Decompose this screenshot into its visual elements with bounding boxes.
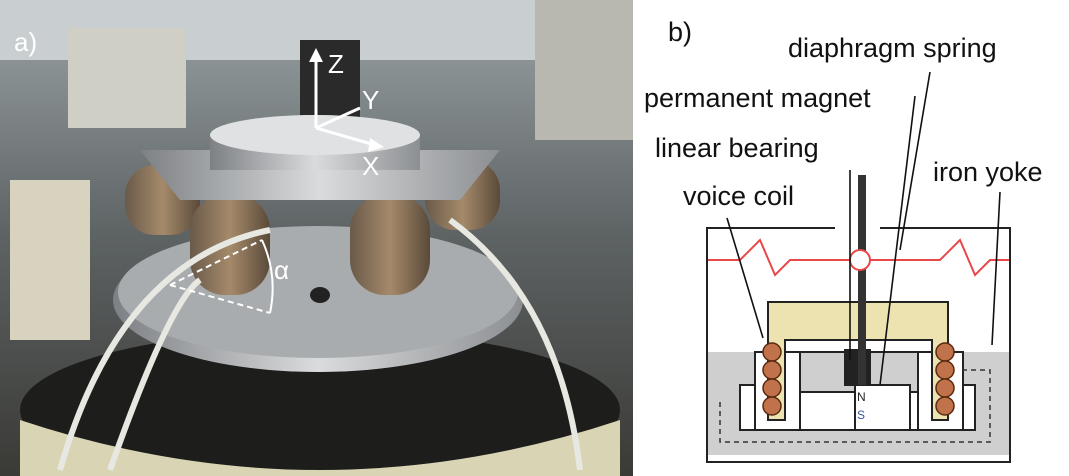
axis-label: X xyxy=(362,151,379,181)
callout: permanent magnet xyxy=(644,83,871,113)
figure: a) Z Y X α N S b) diaphragm spring per xyxy=(0,0,1069,476)
angle-label: α xyxy=(274,255,289,285)
callout: iron yoke xyxy=(933,157,1043,187)
panel-label: b) xyxy=(668,17,692,47)
panel-label: a) xyxy=(14,27,37,57)
pole-label: N xyxy=(857,390,866,404)
axis-label: Y xyxy=(362,85,379,115)
photo xyxy=(0,0,633,476)
callout: diaphragm spring xyxy=(788,33,997,63)
axis-label: Z xyxy=(328,49,344,79)
callout: linear bearing xyxy=(655,133,819,163)
pole-label: S xyxy=(857,408,865,422)
callout: voice coil xyxy=(683,181,794,211)
